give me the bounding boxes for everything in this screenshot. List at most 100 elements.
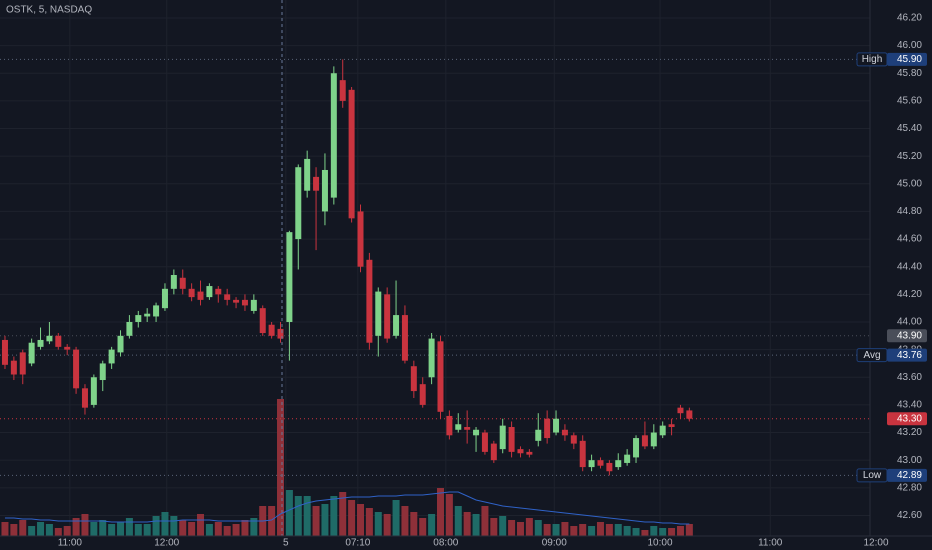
volume-bar [605, 524, 613, 536]
y-tick-label: 43.20 [897, 427, 922, 438]
candle-body [233, 299, 240, 303]
price-name-box [856, 348, 888, 363]
candle-body [90, 377, 97, 405]
price-lines [0, 58, 870, 476]
candle-body [161, 288, 168, 309]
candle-body [126, 321, 133, 336]
y-tick-label: 44.00 [897, 317, 922, 328]
candle-body [304, 158, 311, 191]
volume-bar [419, 518, 427, 536]
candle-body [179, 277, 186, 289]
candle-body [197, 291, 204, 300]
y-tick-label: 42.80 [897, 482, 922, 493]
price-label: 42.89 [897, 470, 922, 481]
x-tick-label: 09:00 [542, 538, 567, 549]
volume-bar [481, 506, 489, 536]
candle-body [375, 291, 382, 336]
candle-body [668, 424, 675, 428]
candle-body [286, 232, 293, 322]
price-axis [870, 0, 932, 550]
volume-bar [161, 512, 169, 536]
price-label: 43.30 [897, 413, 922, 424]
volume-bar [214, 522, 222, 536]
candle-body [215, 288, 222, 295]
y-tick-label: 43.60 [897, 372, 922, 383]
volume-bar [250, 518, 258, 536]
volume-bar [72, 518, 80, 536]
price-name-box [856, 52, 888, 67]
volume-bar [676, 526, 684, 536]
y-tick-label: 45.40 [897, 123, 922, 134]
candle-body [321, 169, 328, 212]
candle-body [544, 418, 551, 439]
volume-bar [63, 526, 71, 536]
x-tick-label: 12:00 [154, 538, 179, 549]
volume-bar [445, 494, 453, 536]
candle-body [73, 349, 80, 389]
price-name-box [856, 468, 888, 483]
price-label-box [887, 329, 927, 343]
volume-bar [28, 526, 36, 536]
volume-bar [1, 522, 9, 536]
volume-bar [579, 524, 587, 536]
candle-body [597, 460, 604, 466]
volume-bar [685, 524, 693, 536]
candle-body [206, 286, 213, 298]
candle-body [135, 315, 142, 322]
volume-pane [1, 399, 693, 536]
volume-bar [561, 522, 569, 536]
candle-body [446, 415, 453, 436]
volume-bar [197, 514, 205, 536]
volume-bar [223, 526, 231, 536]
candle-body [10, 360, 17, 375]
volume-bar [588, 526, 596, 536]
volume-bar [99, 520, 107, 536]
candle-body [481, 432, 488, 452]
candle-body [153, 305, 160, 317]
y-tick-label: 42.60 [897, 510, 922, 521]
candle-body [464, 427, 471, 430]
candle-body [357, 211, 364, 267]
volume-bar [668, 528, 676, 536]
x-tick-label: 12:00 [863, 538, 888, 549]
y-tick-label: 44.80 [897, 206, 922, 217]
candle-body [419, 384, 426, 405]
candle-body [144, 313, 151, 317]
volume-bar [650, 526, 658, 536]
candle-body [535, 429, 542, 441]
x-tick-label: 11:00 [58, 538, 83, 549]
y-tick-label: 46.20 [897, 13, 922, 24]
candle-body [64, 346, 71, 350]
candle-body [277, 328, 284, 339]
candle-body [686, 410, 693, 419]
volume-bar [134, 524, 142, 536]
candle-body [401, 315, 408, 361]
price-label-box [887, 468, 927, 482]
candle-body [384, 294, 391, 339]
candle-body [561, 429, 568, 436]
candle-body [99, 363, 106, 381]
volume-bar [428, 514, 436, 536]
candle-body [579, 440, 586, 468]
price-name: Low [863, 470, 882, 481]
price-label: 45.90 [897, 54, 922, 65]
volume-bar [268, 506, 276, 536]
axis-labels: 42.6042.8043.0043.2043.4043.6043.8044.00… [58, 13, 927, 549]
volume-bar [294, 496, 302, 536]
candle-body [250, 299, 257, 311]
volume-bar [534, 520, 542, 536]
volume-bar [143, 524, 151, 536]
candle-body [28, 342, 35, 364]
grid [0, 0, 877, 536]
volume-bar [312, 506, 320, 536]
candle-body [499, 425, 506, 450]
candle-body [490, 443, 497, 461]
volume-bar [108, 524, 116, 536]
candle-body [615, 460, 622, 468]
volume-bar [570, 526, 578, 536]
volume-bar [19, 520, 27, 536]
volume-bar [641, 530, 649, 536]
candle-body [473, 429, 480, 436]
volume-bar [632, 528, 640, 536]
